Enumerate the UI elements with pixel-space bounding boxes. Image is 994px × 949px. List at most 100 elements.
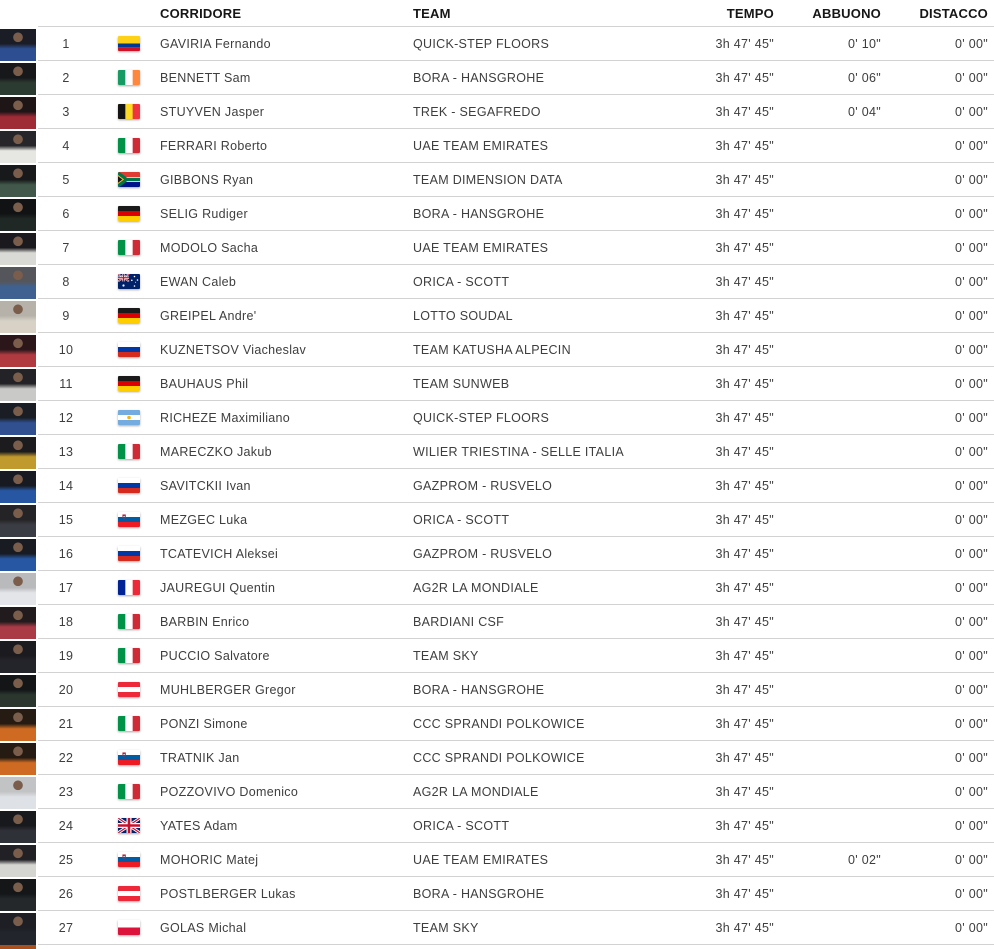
country-flag-icon	[118, 172, 140, 187]
rider-name[interactable]: MARECZKO Jakub	[160, 444, 272, 459]
rider-name[interactable]: EWAN Caleb	[160, 274, 237, 289]
table-row[interactable]: 5 GIBBONS Ryan TEAM DIMENSION DATA 3h 47…	[0, 163, 994, 197]
rider-avatar	[0, 28, 36, 61]
table-row[interactable]: 20 MUHLBERGER Gregor BORA - HANSGROHE 3h…	[0, 673, 994, 707]
rank: 1	[62, 36, 70, 51]
rider-name[interactable]: TCATEVICH Aleksei	[160, 546, 279, 561]
table-row[interactable]: 21 PONZI Simone CCC SPRANDI POLKOWICE 3h…	[0, 707, 994, 741]
time-value: 3h 47' 45"	[715, 444, 774, 459]
rider-name[interactable]: GIBBONS Ryan	[160, 172, 254, 187]
country-flag-icon	[118, 376, 140, 391]
rider-name[interactable]: PUCCIO Salvatore	[160, 648, 270, 663]
table-row[interactable]: 11 BAUHAUS Phil TEAM SUNWEB 3h 47' 45" 0…	[0, 367, 994, 401]
table-row[interactable]: 26 POSTLBERGER Lukas BORA - HANSGROHE 3h…	[0, 877, 994, 911]
table-row[interactable]: 18 BARBIN Enrico BARDIANI CSF 3h 47' 45"…	[0, 605, 994, 639]
country-flag-icon	[118, 240, 140, 255]
table-row[interactable]: 17 JAUREGUI Quentin AG2R LA MONDIALE 3h …	[0, 571, 994, 605]
rider-name[interactable]: TRATNIK Jan	[160, 750, 240, 765]
table-row[interactable]: 14 SAVITCKII Ivan GAZPROM - RUSVELO 3h 4…	[0, 469, 994, 503]
rider-name[interactable]: BAUHAUS Phil	[160, 376, 249, 391]
rank: 13	[58, 444, 74, 459]
rider-avatar	[0, 300, 36, 333]
gap-value: 0' 00"	[955, 274, 988, 289]
rank: 20	[58, 682, 74, 697]
country-flag-icon	[118, 274, 140, 289]
rider-name[interactable]: JAUREGUI Quentin	[160, 580, 276, 595]
rider-name[interactable]: GOLAS Michal	[160, 920, 247, 935]
team-name: BORA - HANSGROHE	[413, 682, 545, 697]
rider-avatar	[0, 640, 36, 673]
table-row[interactable]: 6 SELIG Rudiger BORA - HANSGROHE 3h 47' …	[0, 197, 994, 231]
time-value: 3h 47' 45"	[715, 818, 774, 833]
table-row[interactable]: 13 MARECZKO Jakub WILIER TRIESTINA - SEL…	[0, 435, 994, 469]
rider-avatar	[0, 130, 36, 163]
rider-avatar	[0, 232, 36, 265]
rider-name[interactable]: MEZGEC Luka	[160, 512, 248, 527]
team-name: BARDIANI CSF	[413, 614, 505, 629]
rider-name[interactable]: RICHEZE Maximiliano	[160, 410, 291, 425]
rider-name[interactable]: MUHLBERGER Gregor	[160, 682, 296, 697]
table-row[interactable]: 7 MODOLO Sacha UAE TEAM EMIRATES 3h 47' …	[0, 231, 994, 265]
rider-name[interactable]: GAVIRIA Fernando	[160, 36, 271, 51]
time-value: 3h 47' 45"	[715, 478, 774, 493]
rider-name[interactable]: POZZOVIVO Domenico	[160, 784, 299, 799]
rider-avatar	[0, 844, 36, 877]
rank: 4	[62, 138, 70, 153]
gap-value: 0' 00"	[955, 240, 988, 255]
country-flag-icon	[118, 852, 140, 867]
time-value: 3h 47' 45"	[715, 580, 774, 595]
rider-name[interactable]: MODOLO Sacha	[160, 240, 259, 255]
table-row[interactable]: 4 FERRARI Roberto UAE TEAM EMIRATES 3h 4…	[0, 129, 994, 163]
table-row[interactable]: 1 GAVIRIA Fernando QUICK-STEP FLOORS 3h …	[0, 27, 994, 61]
rider-name[interactable]: SAVITCKII Ivan	[160, 478, 251, 493]
table-row[interactable]: 12 RICHEZE Maximiliano QUICK-STEP FLOORS…	[0, 401, 994, 435]
rider-avatar	[0, 945, 36, 949]
rider-name[interactable]: KUZNETSOV Viacheslav	[160, 342, 307, 357]
table-row[interactable]: 2 BENNETT Sam BORA - HANSGROHE 3h 47' 45…	[0, 61, 994, 95]
table-row[interactable]: 3 STUYVEN Jasper TREK - SEGAFREDO 3h 47'…	[0, 95, 994, 129]
rider-name[interactable]: BARBIN Enrico	[160, 614, 250, 629]
country-flag-icon	[118, 308, 140, 323]
table-row[interactable]: 24 YATES Adam ORICA - SCOTT 3h 47' 45" 0…	[0, 809, 994, 843]
team-name: BORA - HANSGROHE	[413, 70, 545, 85]
time-value: 3h 47' 45"	[715, 206, 774, 221]
country-flag-icon	[118, 682, 140, 697]
rider-name[interactable]: STUYVEN Jasper	[160, 104, 265, 119]
rider-name[interactable]: GREIPEL Andre'	[160, 308, 257, 323]
rider-name[interactable]: POSTLBERGER Lukas	[160, 886, 296, 901]
table-row[interactable]: 16 TCATEVICH Aleksei GAZPROM - RUSVELO 3…	[0, 537, 994, 571]
table-row[interactable]: 23 POZZOVIVO Domenico AG2R LA MONDIALE 3…	[0, 775, 994, 809]
time-value: 3h 47' 45"	[715, 886, 774, 901]
time-value: 3h 47' 45"	[715, 138, 774, 153]
team-name: AG2R LA MONDIALE	[413, 784, 539, 799]
table-row[interactable]: 15 MEZGEC Luka ORICA - SCOTT 3h 47' 45" …	[0, 503, 994, 537]
country-flag-icon	[118, 546, 140, 561]
table-row[interactable]: 9 GREIPEL Andre' LOTTO SOUDAL 3h 47' 45"…	[0, 299, 994, 333]
time-value: 3h 47' 45"	[715, 376, 774, 391]
rider-name[interactable]: PONZI Simone	[160, 716, 248, 731]
rider-name[interactable]: SELIG Rudiger	[160, 206, 248, 221]
table-row[interactable]: 19 PUCCIO Salvatore TEAM SKY 3h 47' 45" …	[0, 639, 994, 673]
time-value: 3h 47' 45"	[715, 410, 774, 425]
table-row[interactable]: 8 EWAN Caleb ORICA - SCOTT 3h 47' 45" 0'…	[0, 265, 994, 299]
rank: 22	[58, 750, 74, 765]
team-name: LOTTO SOUDAL	[413, 308, 513, 323]
gap-value: 0' 00"	[955, 750, 988, 765]
gap-value: 0' 00"	[955, 648, 988, 663]
table-row[interactable]: 25 MOHORIC Matej UAE TEAM EMIRATES 3h 47…	[0, 843, 994, 877]
table-row[interactable]: 27 GOLAS Michal TEAM SKY 3h 47' 45" 0' 0…	[0, 911, 994, 945]
time-value: 3h 47' 45"	[715, 172, 774, 187]
time-value: 3h 47' 45"	[715, 614, 774, 629]
rider-name[interactable]: MOHORIC Matej	[160, 852, 259, 867]
time-value: 3h 47' 45"	[715, 308, 774, 323]
rider-name[interactable]: BENNETT Sam	[160, 70, 251, 85]
rank: 21	[58, 716, 74, 731]
rider-name[interactable]: YATES Adam	[160, 818, 238, 833]
table-row[interactable]: 22 TRATNIK Jan CCC SPRANDI POLKOWICE 3h …	[0, 741, 994, 775]
gap-value: 0' 00"	[955, 478, 988, 493]
country-flag-icon	[118, 444, 140, 459]
team-name: TEAM KATUSHA ALPECIN	[413, 342, 571, 357]
rider-name[interactable]: FERRARI Roberto	[160, 138, 268, 153]
table-row[interactable]: 10 KUZNETSOV Viacheslav TEAM KATUSHA ALP…	[0, 333, 994, 367]
